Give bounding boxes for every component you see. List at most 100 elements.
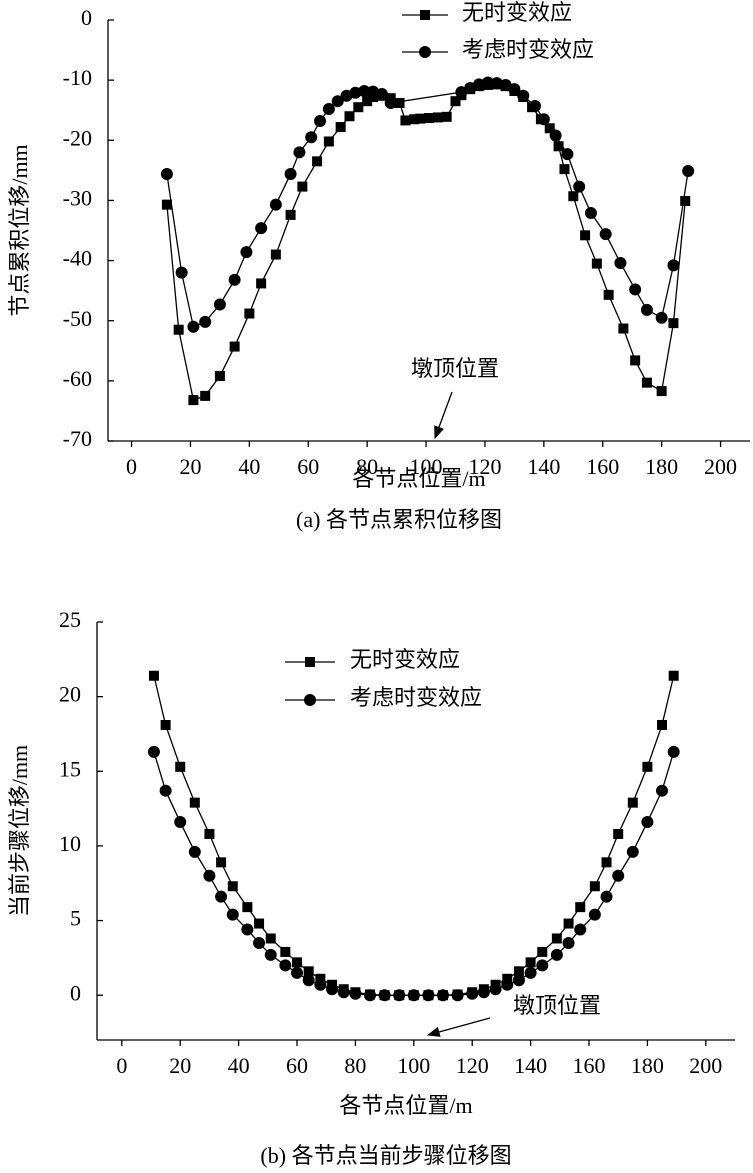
x-axis-label: 各节点位置/m (352, 466, 485, 491)
x-tick-label: 20 (179, 454, 201, 479)
y-tick-label: -70 (63, 426, 92, 451)
legend-marker (304, 694, 316, 706)
data-point (642, 761, 653, 772)
data-point (240, 246, 253, 259)
y-tick-label: -30 (63, 185, 92, 210)
data-point (537, 113, 550, 126)
data-point (513, 966, 524, 977)
data-point (580, 230, 591, 241)
data-point (668, 318, 679, 329)
data-point (524, 966, 537, 979)
data-point (657, 720, 668, 731)
caption: (b) 各节点当前步骤位移图 (260, 1143, 511, 1168)
data-point (481, 76, 494, 89)
data-point (667, 259, 680, 272)
data-point (656, 386, 667, 397)
data-point (561, 148, 574, 161)
data-point (525, 957, 536, 968)
data-point (432, 112, 443, 123)
data-point (393, 989, 406, 1002)
data-point (160, 720, 171, 731)
y-tick-label: -40 (63, 246, 92, 271)
data-point (655, 311, 668, 324)
data-point (188, 845, 201, 858)
data-point (553, 141, 564, 152)
data-point (173, 324, 184, 335)
data-point (668, 670, 679, 681)
data-point (254, 918, 265, 929)
data-point (630, 355, 641, 366)
annotation-arrow (426, 1017, 491, 1037)
data-point (573, 180, 586, 193)
data-point (200, 390, 211, 401)
y-tick-label: 20 (59, 682, 81, 707)
legend-marker (420, 10, 430, 20)
data-point (629, 283, 642, 296)
x-tick-label: 200 (704, 454, 737, 479)
data-point (349, 987, 362, 1000)
data-point (226, 908, 239, 921)
data-point (297, 181, 308, 192)
data-point (640, 303, 653, 316)
data-point (353, 102, 364, 113)
data-point (603, 289, 614, 300)
data-point (269, 198, 282, 211)
data-point (537, 946, 548, 957)
data-point (255, 222, 268, 235)
data-point (203, 869, 216, 882)
data-point (409, 114, 420, 125)
data-point (550, 948, 563, 961)
data-point (189, 797, 200, 808)
y-tick-label: 15 (59, 756, 81, 781)
legend-marker (419, 46, 431, 58)
data-point (614, 256, 627, 269)
data-point (159, 784, 172, 797)
data-point (293, 146, 306, 159)
data-point (627, 797, 638, 808)
data-point (291, 966, 304, 979)
data-point (160, 167, 173, 180)
y-tick-label: 10 (59, 831, 81, 856)
legend-label: 无时变效应 (350, 647, 460, 672)
data-point (284, 167, 297, 180)
data-point (613, 828, 624, 839)
data-point (466, 987, 479, 1000)
x-tick-label: 180 (645, 454, 678, 479)
data-point (536, 959, 549, 972)
x-axis-label: 各节点位置/m (339, 1093, 472, 1118)
data-point (682, 164, 695, 177)
data-point (335, 122, 346, 133)
x-tick-label: 140 (514, 1053, 547, 1078)
data-point (199, 315, 212, 328)
data-point (314, 115, 327, 128)
legend-label: 无时变效应 (462, 0, 572, 25)
data-point (477, 986, 490, 999)
y-axis-label: 节点累积位移/mm (7, 144, 32, 316)
caption: (a) 各节点累积位移图 (296, 507, 502, 532)
data-point (626, 845, 639, 858)
data-point (568, 191, 579, 202)
legend-marker (305, 657, 315, 667)
x-tick-label: 200 (689, 1053, 722, 1078)
y-axis-label: 当前步骤位移/mm (7, 745, 32, 917)
x-tick-label: 40 (228, 1053, 250, 1078)
data-point (451, 989, 464, 1002)
x-tick-label: 180 (631, 1053, 664, 1078)
data-point (264, 948, 277, 961)
data-point (161, 199, 172, 210)
data-point (588, 908, 601, 921)
data-point (227, 881, 238, 892)
data-point (422, 989, 435, 1002)
data-point (512, 974, 525, 987)
x-tick-label: 80 (344, 1053, 366, 1078)
data-point (441, 111, 452, 122)
data-point (174, 816, 187, 829)
data-point (228, 273, 241, 286)
series-line (153, 751, 675, 996)
data-point (253, 936, 266, 949)
data-point (574, 923, 587, 936)
data-point (378, 989, 391, 1002)
data-point (285, 209, 296, 220)
data-point (656, 784, 669, 797)
